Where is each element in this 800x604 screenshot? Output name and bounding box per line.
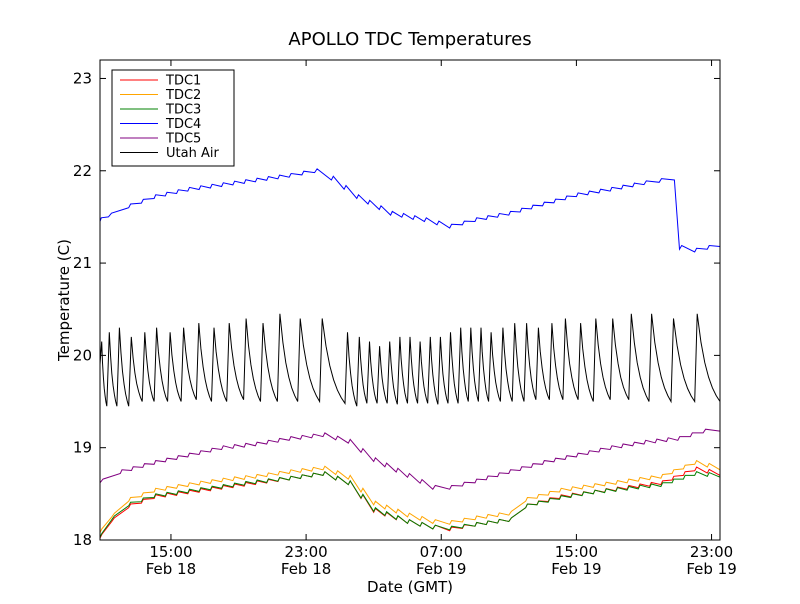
x-tick-date-label: Feb 18 (146, 560, 196, 578)
y-tick-label: 20 (73, 346, 92, 364)
y-tick-label: 23 (73, 69, 92, 87)
x-tick-time-label: 07:00 (420, 543, 463, 561)
y-tick-label: 19 (73, 439, 92, 457)
plot-lines (99, 168, 721, 539)
legend-label: TDC5 (165, 132, 201, 147)
x-tick-date-label: Feb 19 (686, 560, 736, 578)
legend-label: Utah Air (166, 146, 219, 161)
legend-box (111, 69, 235, 167)
y-tick-label: 18 (73, 531, 92, 549)
series-line-tdc5 (99, 428, 721, 490)
series-line-tdc2 (99, 459, 721, 533)
series-line-tdc3 (99, 470, 721, 538)
y-tick-label: 22 (73, 162, 92, 180)
x-tick-time-label: 15:00 (555, 543, 598, 561)
x-tick-date-label: Feb 19 (551, 560, 601, 578)
x-axis-label: Date (GMT) (367, 578, 453, 596)
legend-label: TDC4 (165, 117, 201, 132)
x-tick-time-label: 15:00 (149, 543, 192, 561)
y-tick-label: 21 (73, 254, 92, 272)
x-tick-time-label: 23:00 (690, 543, 733, 561)
series-line-tdc4 (99, 168, 721, 253)
legend-label: TDC1 (165, 74, 201, 89)
x-tick-date-label: Feb 19 (416, 560, 466, 578)
x-tick-time-label: 23:00 (284, 543, 327, 561)
legend-label: TDC2 (165, 88, 201, 103)
series-line-utah-air (99, 313, 721, 407)
chart-title: APOLLO TDC Temperatures (288, 29, 531, 50)
plot-frame (99, 59, 721, 541)
x-tick-date-label: Feb 18 (281, 560, 331, 578)
legend-label: TDC3 (165, 103, 201, 118)
y-axis-label: Temperature (C) (55, 239, 73, 362)
